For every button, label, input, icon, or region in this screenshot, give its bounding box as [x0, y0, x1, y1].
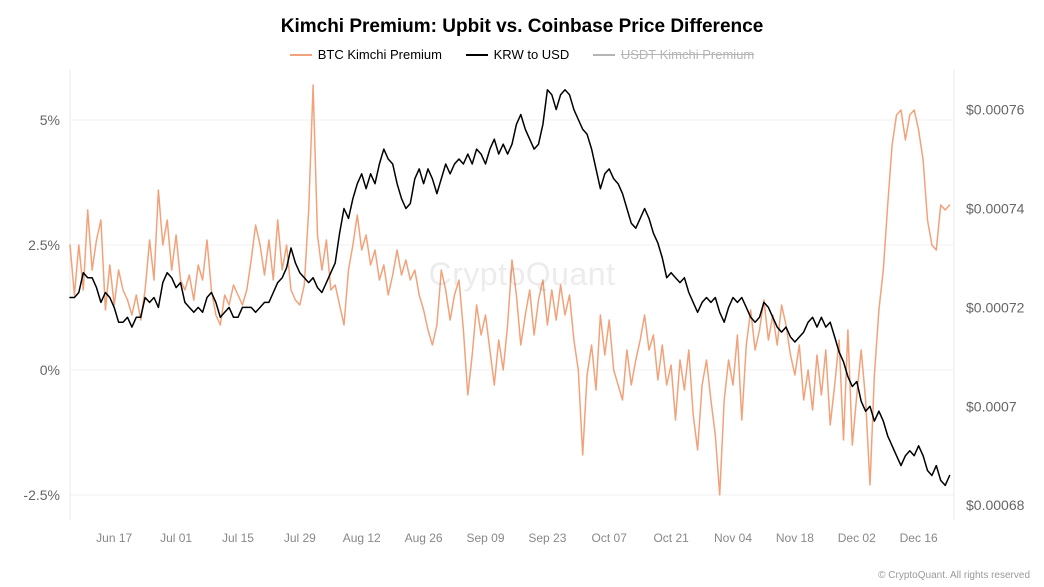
svg-text:$0.00074: $0.00074 [966, 200, 1025, 216]
svg-text:Oct 21: Oct 21 [653, 531, 689, 545]
legend-swatch [466, 54, 488, 57]
svg-text:5%: 5% [40, 112, 60, 128]
svg-text:Dec 16: Dec 16 [900, 531, 938, 545]
svg-text:Jul 15: Jul 15 [222, 531, 254, 545]
svg-text:$0.00072: $0.00072 [966, 299, 1025, 315]
chart-title: Kimchi Premium: Upbit vs. Coinbase Price… [0, 16, 1044, 38]
legend-swatch [290, 54, 312, 57]
attribution: © CryptoQuant. All rights reserved [878, 570, 1030, 581]
legend-swatch [593, 54, 615, 57]
svg-text:$0.00076: $0.00076 [966, 102, 1025, 118]
svg-text:Nov 04: Nov 04 [714, 531, 752, 545]
plot-area: CryptoQuant -2.5%0%2.5%5%$0.00068$0.0007… [0, 70, 1044, 560]
legend-item-krw[interactable]: KRW to USD [466, 47, 570, 62]
legend-label: USDT Kimchi Premium [621, 47, 754, 62]
legend-label: KRW to USD [494, 47, 570, 62]
legend-item-btc[interactable]: BTC Kimchi Premium [290, 47, 442, 62]
svg-text:Jul 29: Jul 29 [284, 531, 316, 545]
svg-text:Sep 09: Sep 09 [466, 531, 504, 545]
svg-text:$0.00068: $0.00068 [966, 497, 1025, 513]
svg-text:Aug 26: Aug 26 [405, 531, 443, 545]
svg-text:$0.0007: $0.0007 [966, 398, 1017, 414]
chart-svg: -2.5% 0% 2.5% 5% $0.00068 $0.0007 $0.00072 $0.0… [0, 70, 1044, 560]
svg-text:Sep 23: Sep 23 [528, 531, 566, 545]
legend-item-usdt[interactable]: USDT Kimchi Premium [593, 47, 754, 62]
svg-text:2.5%: 2.5% [28, 237, 60, 253]
svg-text:Aug 12: Aug 12 [343, 531, 381, 545]
legend: BTC Kimchi Premium KRW to USD USDT Kimch… [0, 44, 1044, 62]
svg-text:Jun 17: Jun 17 [96, 531, 132, 545]
svg-text:0%: 0% [40, 362, 60, 378]
series-line [70, 85, 950, 495]
svg-text:-2.5%: -2.5% [23, 487, 60, 503]
svg-text:Oct 07: Oct 07 [592, 531, 628, 545]
svg-text:Dec 02: Dec 02 [838, 531, 876, 545]
svg-text:Nov 18: Nov 18 [776, 531, 814, 545]
svg-text:Jul 01: Jul 01 [160, 531, 192, 545]
legend-label: BTC Kimchi Premium [318, 47, 442, 62]
